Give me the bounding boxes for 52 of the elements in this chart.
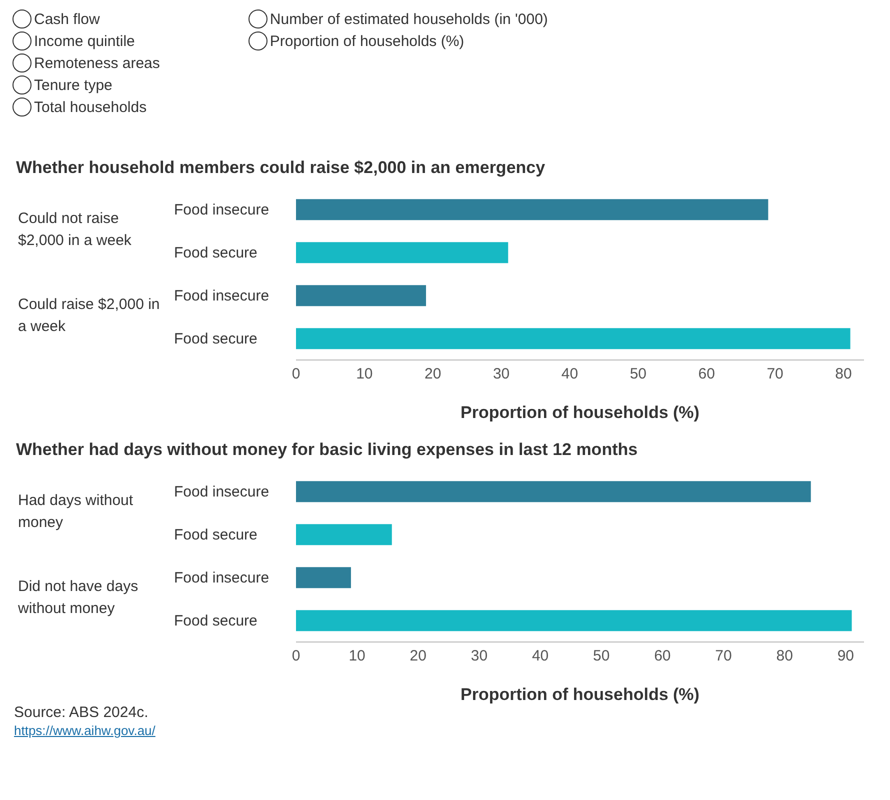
bar bbox=[296, 567, 351, 588]
source-note: Source: ABS 2024c. bbox=[14, 704, 150, 721]
text: Tenure type bbox=[34, 76, 112, 94]
text: Remoteness areas bbox=[34, 54, 160, 72]
bar bbox=[296, 242, 508, 264]
bar bbox=[296, 285, 426, 306]
text: Number of estimated households (in '000) bbox=[270, 10, 548, 28]
y-tick-label: Food insecure bbox=[174, 288, 270, 304]
x-tick-label: 80 bbox=[776, 648, 793, 665]
x-tick-label: 0 bbox=[292, 648, 300, 665]
x-tick-label: 20 bbox=[424, 366, 442, 383]
y-tick-label: Food secure bbox=[174, 244, 258, 262]
x-tick-label: 10 bbox=[348, 648, 366, 665]
x-tick-label: 30 bbox=[470, 648, 488, 665]
x-axis-title: Proportion of households (%) bbox=[460, 685, 700, 704]
x-tick-label: 40 bbox=[561, 366, 578, 383]
y-tick-label: Food insecure bbox=[174, 484, 270, 500]
x-tick-label: 0 bbox=[292, 366, 300, 383]
x-tick-label: 50 bbox=[593, 648, 610, 665]
x-axis-title: Proportion of households (%) bbox=[460, 403, 700, 422]
text: Total households bbox=[34, 98, 147, 116]
x-tick-label: 20 bbox=[410, 648, 426, 665]
text: Proportion of households (%) bbox=[270, 32, 464, 50]
x-tick-label: 50 bbox=[630, 366, 647, 383]
x-tick-label: 70 bbox=[715, 648, 732, 665]
y-tick-label: Food secure bbox=[174, 330, 258, 348]
text: Could not raise $2,000 in a week bbox=[18, 209, 132, 251]
x-tick-label: 60 bbox=[654, 648, 671, 665]
bar bbox=[296, 524, 392, 546]
text: Did not have days without money bbox=[18, 577, 140, 619]
x-tick-label: 80 bbox=[835, 366, 852, 383]
bar bbox=[296, 610, 852, 632]
bar bbox=[296, 199, 768, 220]
y-tick-label: Food insecure bbox=[174, 202, 270, 218]
x-tick-label: 30 bbox=[492, 366, 510, 383]
y-tick-label: Food insecure bbox=[174, 570, 270, 586]
x-tick-label: 10 bbox=[356, 366, 373, 383]
chart-title: Whether household members could raise $2,000 in an emergency bbox=[16, 158, 546, 178]
chart-title: Whether had days without money for basic living expenses in last 12 months bbox=[16, 440, 639, 460]
text: Had days without money bbox=[18, 491, 134, 533]
x-tick-label: 40 bbox=[532, 648, 549, 665]
x-tick-label: 70 bbox=[766, 366, 784, 383]
y-tick-label: Food secure bbox=[174, 526, 258, 544]
text: Cash flow bbox=[34, 10, 100, 28]
text: https://www.aihw.gov.au/ bbox=[14, 723, 156, 738]
x-tick-label: 60 bbox=[698, 366, 715, 383]
bar bbox=[296, 481, 811, 502]
text: Could raise $2,000 in a week bbox=[18, 295, 161, 337]
bar bbox=[296, 328, 850, 350]
y-tick-label: Food secure bbox=[174, 612, 258, 630]
text: Income quintile bbox=[34, 32, 135, 50]
x-tick-label: 90 bbox=[837, 648, 854, 665]
